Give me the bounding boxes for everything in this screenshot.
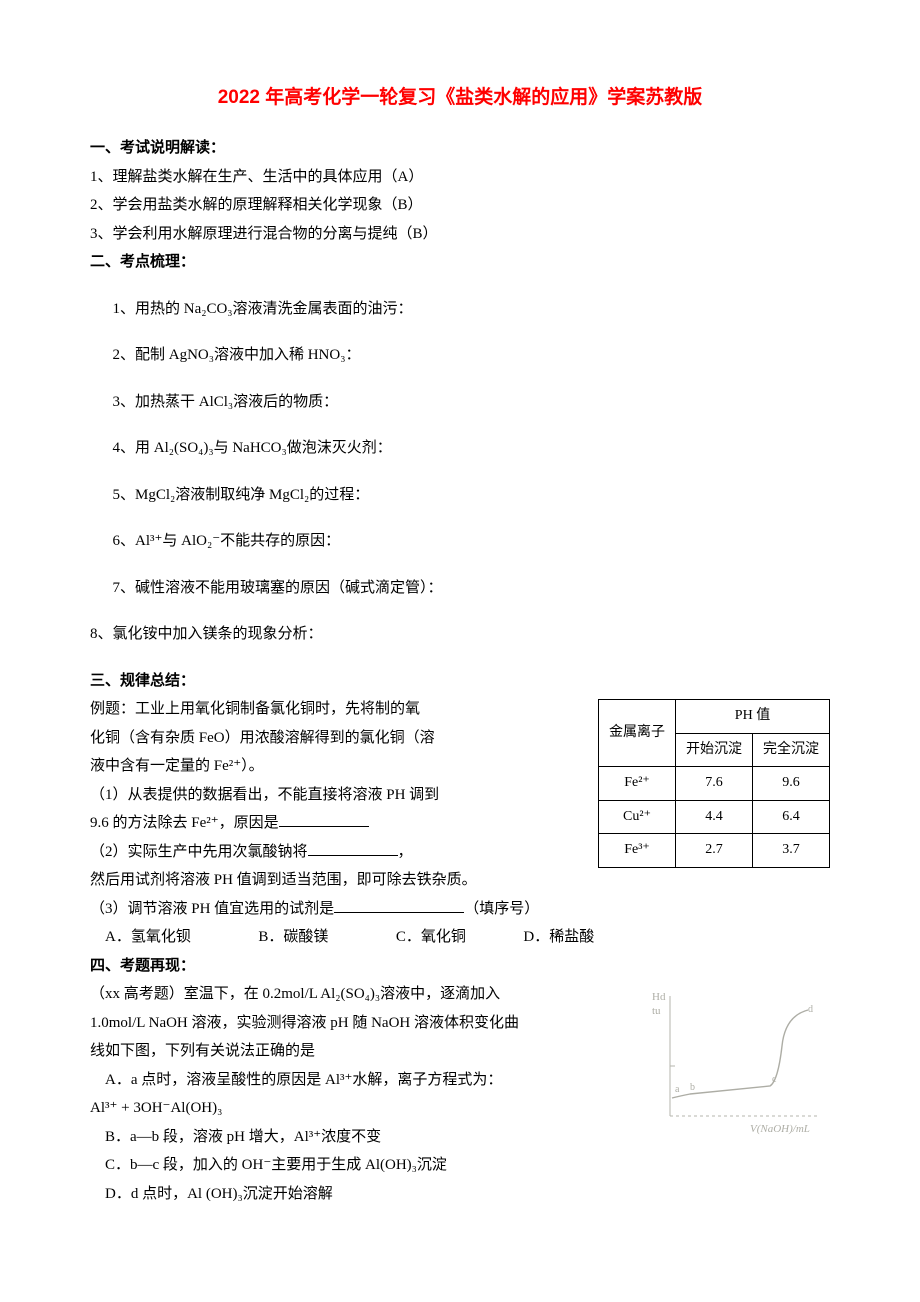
section2-heading: 二、考点梳理： <box>90 248 830 277</box>
q3-suf: （填序号） <box>464 901 539 917</box>
y-label-1: Hd <box>652 991 666 1003</box>
q3-options: A．氢氧化钡 B．碳酸镁 C．氧化铜 D．稀盐酸 <box>90 923 830 952</box>
sec2-item-2: 2、配制 AgNO₃溶液中加入稀 HNO₃： <box>90 341 830 370</box>
svg-text:a: a <box>675 1084 680 1095</box>
sec1-item-1: 1、理解盐类水解在生产、生活中的具体应用（A） <box>90 163 830 192</box>
page-title: 2022 年高考化学一轮复习《盐类水解的应用》学案苏教版 <box>90 80 830 116</box>
x-label: V(NaOH)/mL <box>750 1123 810 1135</box>
section3-heading: 三、规律总结： <box>90 667 830 696</box>
table-row: Fe³⁺ 2.7 3.7 <box>599 834 830 868</box>
cell-ion: Cu²⁺ <box>599 800 676 834</box>
cell-start: 2.7 <box>676 834 753 868</box>
blank <box>279 811 369 827</box>
th-full: 完全沉淀 <box>753 733 830 767</box>
cell-full: 3.7 <box>753 834 830 868</box>
section4-heading: 四、考题再现： <box>90 952 830 981</box>
q3: （3）调节溶液 PH 值宜选用的试剂是 （填序号） <box>90 895 830 924</box>
th-start: 开始沉淀 <box>676 733 753 767</box>
q2-suf: ， <box>398 844 413 860</box>
section1-heading: 一、考试说明解读： <box>90 134 830 163</box>
sec2-item-5: 5、MgCl₂溶液制取纯净 MgCl₂的过程： <box>90 481 830 510</box>
svg-text:d: d <box>808 1004 813 1015</box>
sec2-item-1: 1、用热的 Na₂CO₃溶液清洗金属表面的油污： <box>90 295 830 324</box>
table-row: Cu²⁺ 4.4 6.4 <box>599 800 830 834</box>
th-ion: 金属离子 <box>599 700 676 767</box>
ph-table: 金属离子 PH 值 开始沉淀 完全沉淀 Fe²⁺ 7.6 9.6 Cu²⁺ 4.… <box>598 699 830 868</box>
opt-b: B．碳酸镁 <box>258 929 328 945</box>
cell-ion: Fe²⁺ <box>599 767 676 801</box>
q3-pre: （3）调节溶液 PH 值宜选用的试剂是 <box>90 901 334 917</box>
opt-d: D．d 点时，Al (OH)₃沉淀开始溶解 <box>90 1180 830 1209</box>
cell-start: 4.4 <box>676 800 753 834</box>
sec2-item-6: 6、Al³⁺与 AlO₂⁻不能共存的原因： <box>90 527 830 556</box>
sec2-item-7: 7、碱性溶液不能用玻璃塞的原因（碱式滴定管）： <box>90 574 830 603</box>
cell-start: 7.6 <box>676 767 753 801</box>
sec2-item-4: 4、用 Al₂(SO₄)₃与 NaHCO₃做泡沫灭火剂： <box>90 434 830 463</box>
opt-c: C．b—c 段，加入的 OH⁻主要用于生成 Al(OH)₃沉淀 <box>90 1151 830 1180</box>
blank <box>308 840 398 856</box>
q2c: 然后用试剂将溶液 PH 值调到适当范围，即可除去铁杂质。 <box>90 866 830 895</box>
cell-ion: Fe³⁺ <box>599 834 676 868</box>
sec2-item-8: 8、氯化铵中加入镁条的现象分析： <box>90 620 830 649</box>
q1b-text: 9.6 的方法除去 Fe²⁺，原因是 <box>90 815 279 831</box>
opt-d: D．稀盐酸 <box>523 929 594 945</box>
svg-text:b: b <box>690 1082 695 1093</box>
cell-full: 9.6 <box>753 767 830 801</box>
opt-c: C．氧化铜 <box>396 929 466 945</box>
ph-curve-chart: Hd tu a b c d V(NaOH)/mL <box>650 986 830 1136</box>
cell-full: 6.4 <box>753 800 830 834</box>
blank <box>334 897 464 913</box>
sec1-item-3: 3、学会利用水解原理进行混合物的分离与提纯（B） <box>90 220 830 249</box>
q2-pre: （2）实际生产中先用次氯酸钠将 <box>90 844 308 860</box>
sec1-item-2: 2、学会用盐类水解的原理解释相关化学现象（B） <box>90 191 830 220</box>
opt-a: A．氢氧化钡 <box>105 929 191 945</box>
sec2-item-3: 3、加热蒸干 AlCl₃溶液后的物质： <box>90 388 830 417</box>
y-label-2: tu <box>652 1005 661 1017</box>
table-row: Fe²⁺ 7.6 9.6 <box>599 767 830 801</box>
th-ph: PH 值 <box>676 700 830 734</box>
